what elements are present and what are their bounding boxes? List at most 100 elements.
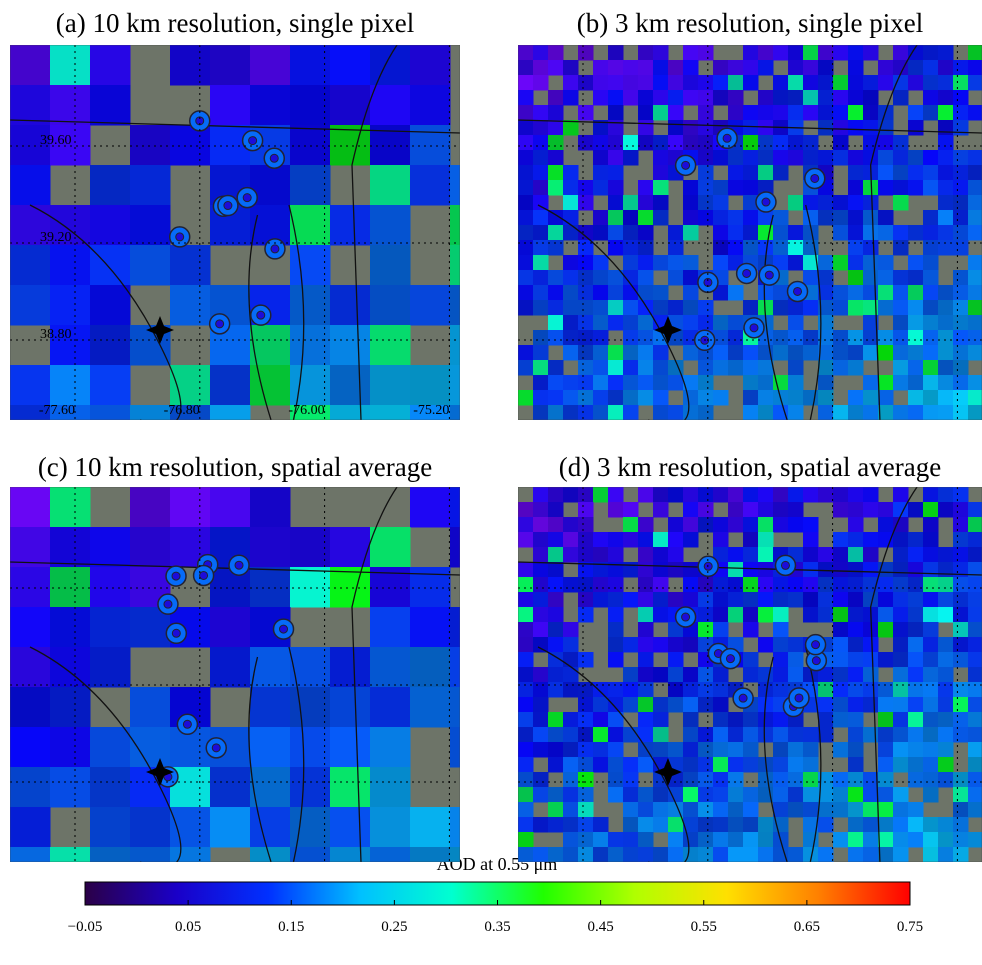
map-pixel: [728, 360, 744, 376]
map-pixel: [578, 577, 594, 593]
map-pixel: [848, 60, 864, 76]
map-pixel: [638, 532, 654, 548]
map-pixel: [953, 285, 969, 301]
map-pixel: [638, 622, 654, 638]
site-core: [725, 654, 735, 664]
map-pixel: [518, 285, 534, 301]
map-pixel: [450, 607, 460, 648]
map-pixel: [893, 712, 909, 728]
map-pixel: [50, 125, 91, 166]
map-pixel: [668, 667, 684, 683]
map-pixel: [923, 405, 939, 420]
map-pixel: [908, 547, 924, 563]
map-pixel: [893, 150, 909, 166]
map-pixel: [743, 802, 759, 818]
map-pixel: [533, 255, 549, 271]
map-pixel: [608, 787, 624, 803]
map-pixel: [728, 315, 744, 331]
map-pixel: [210, 647, 251, 688]
map-pixel: [743, 832, 759, 848]
map-pixel: [668, 405, 684, 420]
map-pixel: [773, 165, 789, 181]
map-pixel: [548, 637, 564, 653]
map-pixel: [803, 742, 819, 758]
map-pixel: [713, 60, 729, 76]
map-pixel: [773, 330, 789, 346]
map-pixel: [758, 502, 774, 518]
map-pixel: [863, 270, 879, 286]
map-pixel: [698, 682, 714, 698]
map-pixel: [968, 405, 982, 420]
map-pixel: [250, 727, 291, 768]
map-pixel: [623, 240, 639, 256]
map-pixel: [758, 712, 774, 728]
map-pixel: [90, 285, 131, 326]
map-pixel: [370, 807, 411, 848]
map-pixel: [968, 285, 982, 301]
map-pixel: [713, 390, 729, 406]
map-pixel: [878, 772, 894, 788]
map-pixel: [638, 90, 654, 106]
map-pixel: [668, 255, 684, 271]
map-pixel: [653, 667, 669, 683]
map-pixel: [290, 527, 331, 568]
map-pixel: [50, 487, 91, 528]
map-pixel: [290, 807, 331, 848]
map-pixel: [848, 607, 864, 623]
map-pixel: [623, 360, 639, 376]
map-pixel: [743, 375, 759, 391]
map-pixel: [563, 547, 579, 563]
map-pixel: [170, 847, 211, 862]
map-pixel: [728, 90, 744, 106]
map-pixel: [563, 517, 579, 533]
map-pixel: [773, 225, 789, 241]
map-pixel: [968, 787, 982, 803]
map-pixel: [548, 180, 564, 196]
map-pixel: [50, 527, 91, 568]
map-pixel: [908, 532, 924, 548]
map-pixel: [848, 637, 864, 653]
map-pixel: [923, 345, 939, 361]
map-pixel: [608, 135, 624, 151]
map-pixel: [370, 687, 411, 728]
map-pixel: [210, 767, 251, 808]
site-core: [810, 173, 820, 183]
map-pixel: [638, 255, 654, 271]
map-pixel: [683, 667, 699, 683]
map-pixel: [758, 405, 774, 420]
map-pixel: [170, 365, 211, 406]
map-pixel: [848, 360, 864, 376]
map-pixel: [668, 517, 684, 533]
map-pixel: [638, 45, 654, 61]
map-pixel: [818, 75, 834, 91]
map-pixel: [743, 300, 759, 316]
map-pixel: [698, 592, 714, 608]
map-pixel: [743, 345, 759, 361]
map-pixel: [878, 532, 894, 548]
map-pixel: [668, 742, 684, 758]
map-panel: [518, 487, 982, 862]
map-pixel: [758, 592, 774, 608]
map-pixel: [548, 45, 564, 61]
map-pixel: [773, 802, 789, 818]
map-pixel: [563, 75, 579, 91]
map-pixel: [578, 517, 594, 533]
map-pixel: [10, 767, 51, 808]
map-pixel: [713, 487, 729, 503]
map-pixel: [878, 60, 894, 76]
border: [10, 119, 460, 134]
map-pixel: [953, 622, 969, 638]
map-pixel: [250, 687, 291, 728]
map-pixel: [698, 742, 714, 758]
map-pixel: [608, 345, 624, 361]
map-pixel: [683, 577, 699, 593]
map-pixel: [728, 180, 744, 196]
map-pixel: [953, 165, 969, 181]
map-pixel: [578, 532, 594, 548]
map-pixel: [548, 285, 564, 301]
map-pixel: [743, 502, 759, 518]
map-pixel: [623, 375, 639, 391]
star: [654, 316, 682, 344]
border: [869, 45, 918, 420]
map-pixel: [968, 667, 982, 683]
